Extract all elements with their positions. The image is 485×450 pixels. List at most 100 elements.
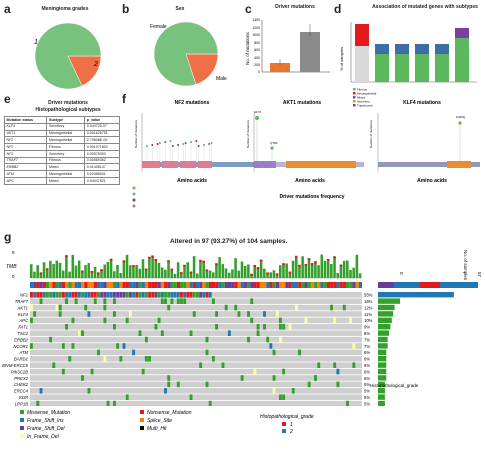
table-cell: Mixed (46, 163, 86, 172)
panel-b-title: Sex (175, 6, 185, 12)
legend-label: In_Frame_Del (27, 434, 60, 440)
table-cell: Meningothelial (46, 136, 86, 145)
f-xlabel-nf2: Amino acids (177, 178, 207, 184)
legend-label: Missense_Mutation (27, 410, 70, 416)
table-row: NF2 Secretory 0.00575393 (3, 149, 120, 158)
tmb-bar (342, 260, 346, 278)
table-cell: NF2 (3, 149, 48, 158)
legend-label: Frame_Shift_Del (27, 426, 65, 432)
oncoplot-cell (221, 362, 225, 368)
tmb-bar (132, 265, 135, 278)
gene-label: KDR (19, 395, 28, 400)
oncoplot-title: Altered in 97 (93.27%) of 104 samples. (170, 238, 288, 245)
gene-count-bar (378, 388, 385, 394)
oncoplot-cell (247, 311, 250, 317)
oncoplot-cell (160, 292, 164, 298)
tmb-bar (330, 263, 333, 278)
f-xlabel-klf4: Amino acids (417, 178, 447, 184)
legend-swatch (20, 426, 24, 430)
oncoplot-cell (87, 311, 91, 317)
gene-percent: 5% (364, 395, 370, 400)
tmb-bar (49, 260, 52, 278)
gene-label: PIK3C2B (11, 369, 28, 374)
tmb-bar (180, 272, 183, 278)
oncoplot-cell (84, 292, 88, 298)
gene-percent: 7% (364, 344, 370, 349)
oncoplot-cell (128, 311, 132, 317)
tmb-bar (272, 270, 276, 278)
grade-legend-1: 1 (290, 422, 293, 428)
table-cell: 0.044725.07 (84, 122, 120, 131)
table-row: APC Mixed 0.04047821 (3, 177, 120, 185)
d-legend-label-2: Mixed (357, 96, 365, 100)
tmb-bar (218, 257, 221, 278)
oncoplot-cell (336, 368, 340, 375)
oncoplot-cell (279, 336, 282, 343)
tmb-bar (84, 265, 87, 278)
nf2-lollipop (190, 141, 192, 143)
c-ytick-6: 1200 (252, 26, 260, 30)
oncoplot-cell (304, 317, 308, 324)
oncoplot-cell (116, 343, 120, 349)
oncoplot-cell (97, 292, 100, 298)
oncoplot-cell (202, 292, 206, 298)
f-label-e17k: E17K (254, 110, 261, 114)
oncoplot-cell (282, 394, 286, 400)
tmb-bar (154, 259, 158, 278)
table-cell: 0.04047821 (84, 177, 120, 185)
tmb-bar (148, 256, 151, 278)
nf2-lollipop (171, 145, 174, 147)
oncoplot-cell (279, 394, 282, 400)
oncoplot-cell (113, 400, 116, 406)
tmb-bar (266, 272, 269, 278)
table-row: ATM Meningothelial 0.02458931 (3, 170, 120, 179)
gene-count-bar (378, 375, 387, 381)
legend-swatch (140, 418, 144, 422)
table-cell: 0.001626751 (84, 129, 120, 138)
gene-label: PREX2 (14, 376, 28, 381)
oncoplot-cell (176, 381, 180, 388)
tmb-bar (317, 265, 320, 278)
nf2-lollipop (146, 145, 148, 147)
oncoplot-cell (176, 292, 180, 298)
gene-percent: 6% (364, 350, 370, 355)
tmb-bar (39, 272, 43, 278)
gene-count-bar (378, 336, 388, 343)
oncoplot-cell (272, 349, 276, 356)
oncoplot-cell (87, 388, 91, 394)
right-axis-0: 0 (399, 272, 404, 275)
tmb-bar (97, 272, 100, 278)
gene-percent: 6% (364, 363, 370, 368)
oncoplot-cell (205, 349, 209, 356)
f-subtitle: Driver mutations frequency (279, 194, 344, 200)
oncoplot-cell (119, 292, 123, 298)
oncoplot-cell (154, 324, 158, 330)
table-cell: 0.01408147 (84, 163, 120, 172)
table-cell: 0.001071602 (84, 143, 120, 151)
legend-swatch (140, 410, 144, 414)
oncoplot-cell (199, 362, 203, 368)
oncoplot-cell (144, 356, 148, 362)
oncoplot-cell (164, 298, 167, 304)
panel-letter-g: g (4, 230, 12, 244)
oncoplot-cell (132, 349, 136, 356)
oncoplot-cell (81, 330, 84, 336)
oncoplot-cell (103, 317, 107, 324)
d-legend-label-1: Meningothelial (357, 92, 377, 96)
oncoplot-cell (61, 368, 65, 375)
tmb-bar (285, 263, 288, 278)
oncoplot-cell (294, 304, 298, 311)
f-label-k409q: K409Q (456, 115, 466, 119)
oncoplot-cell (342, 304, 346, 311)
oncoplot-cell (234, 304, 238, 311)
tmb-bar (259, 259, 263, 278)
tmb-bar (243, 265, 247, 278)
oncoplot-cell (157, 292, 161, 298)
d-legend-label-4: Transitional (357, 104, 373, 108)
tmb-bar (263, 268, 266, 278)
tmb-bar (135, 264, 138, 278)
tmb-bar (205, 269, 209, 278)
col-p-value: p_value (84, 116, 120, 124)
nf2-lollipop (169, 140, 172, 142)
